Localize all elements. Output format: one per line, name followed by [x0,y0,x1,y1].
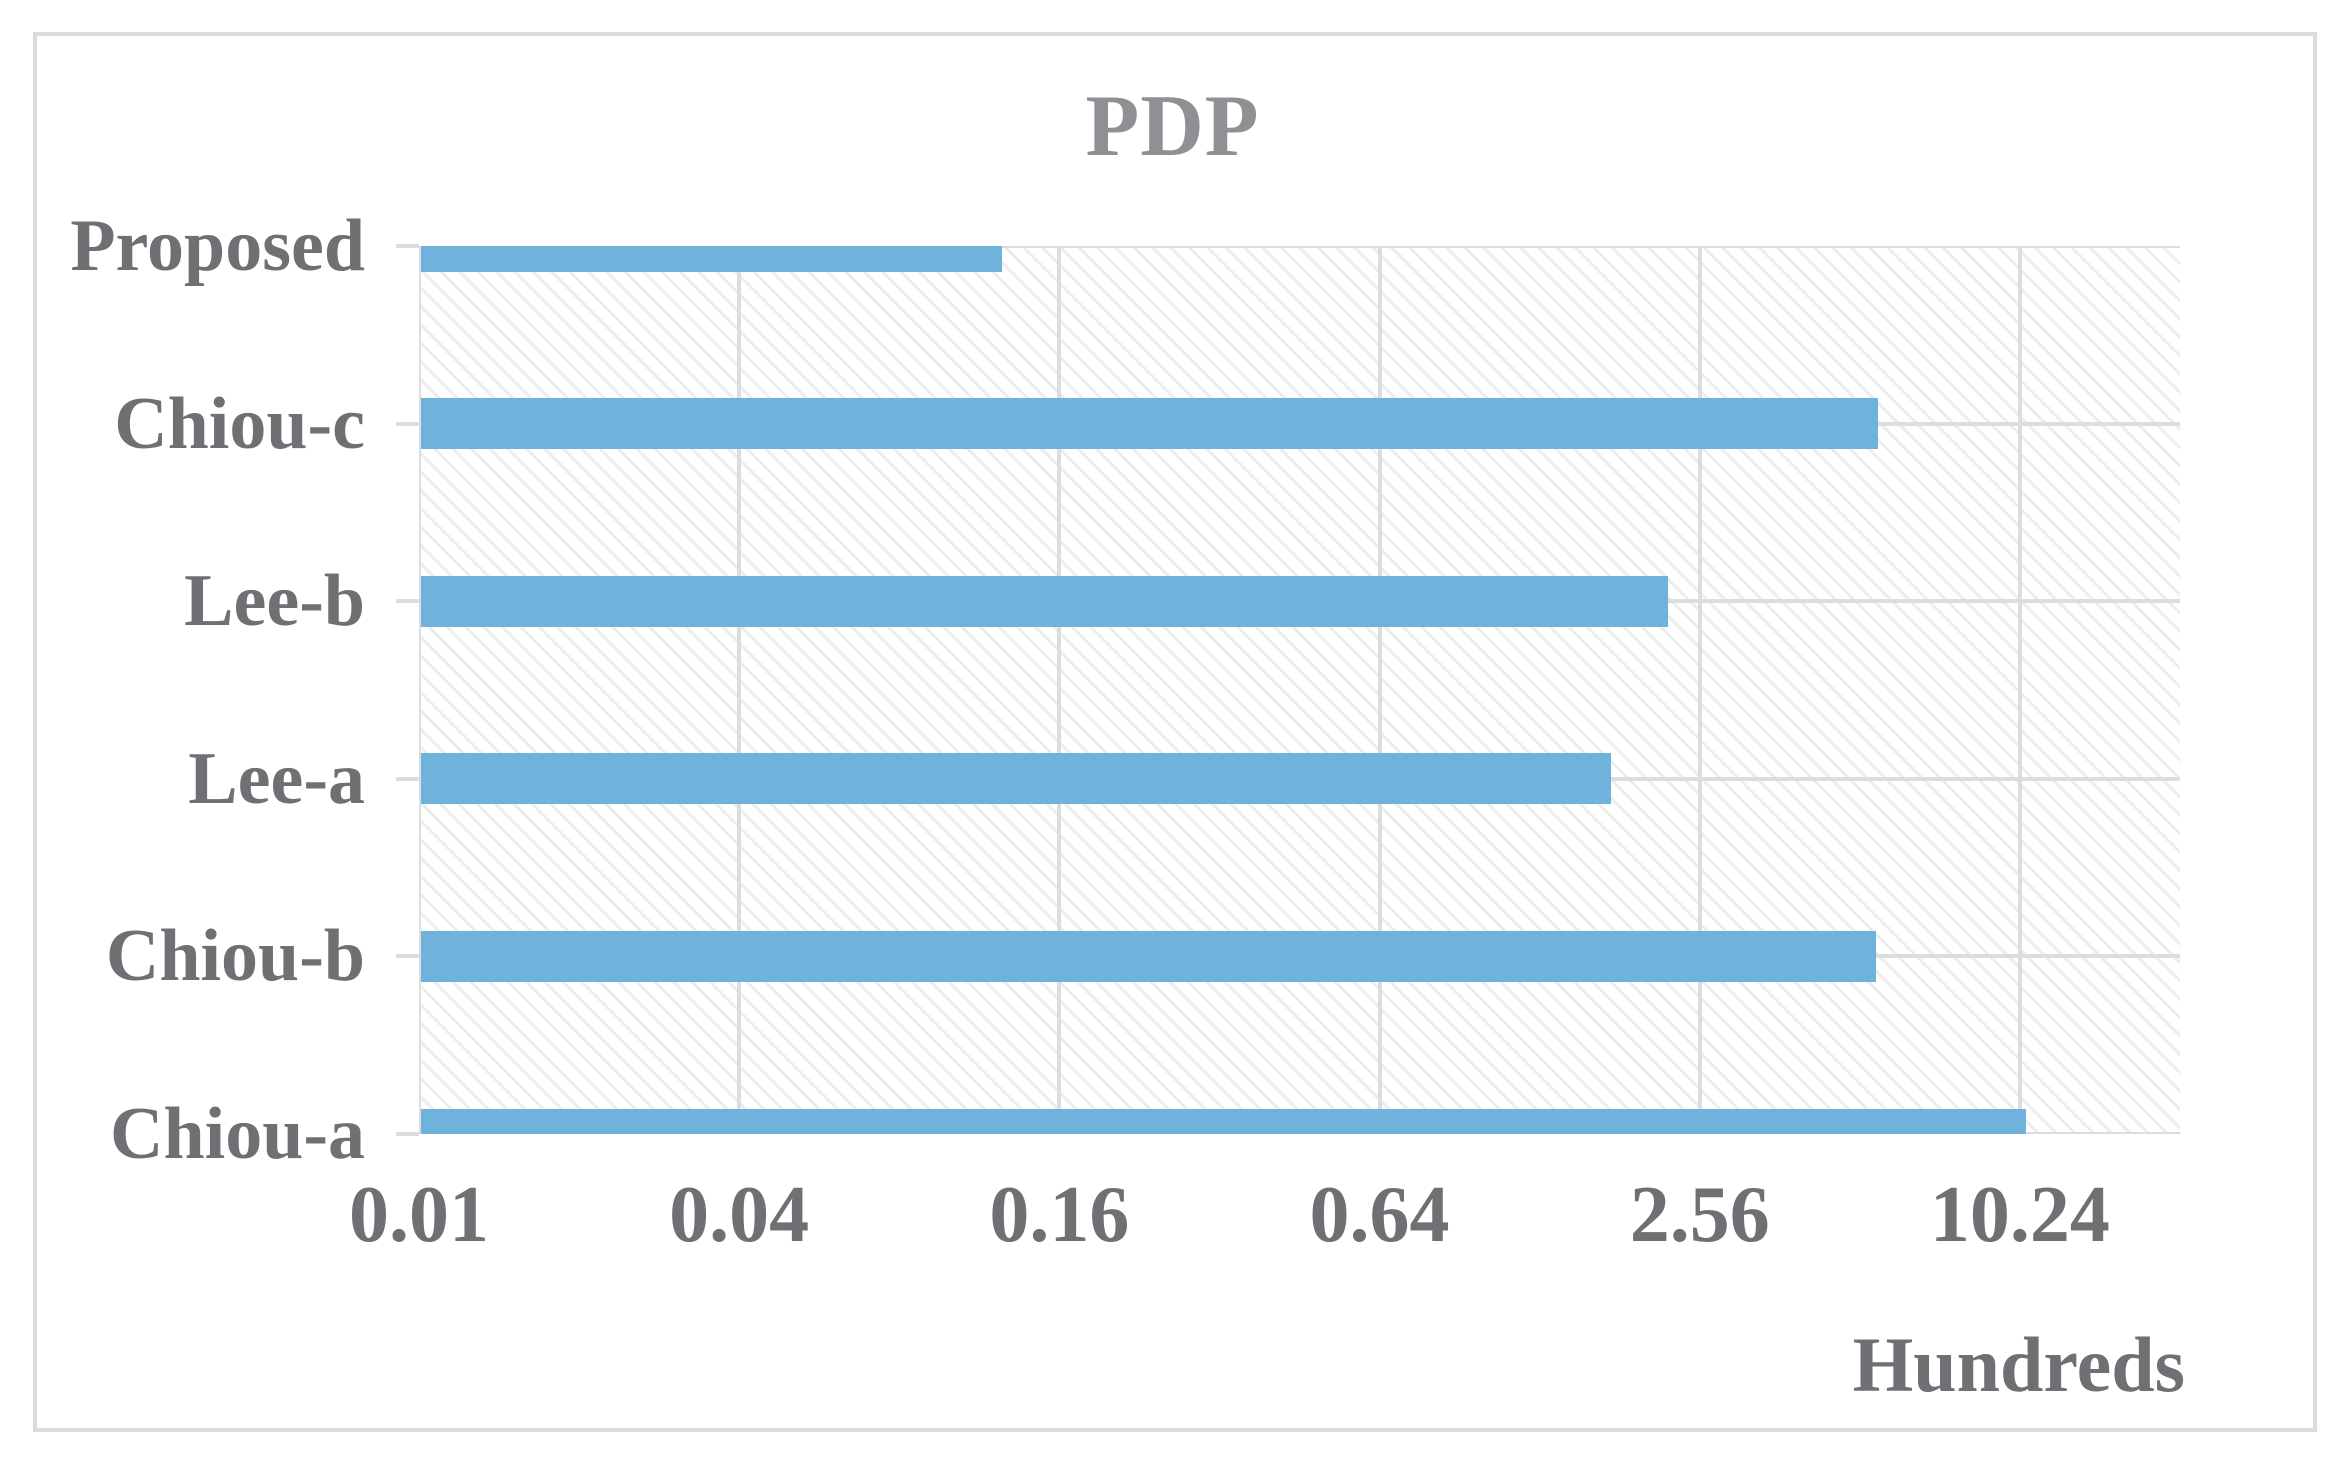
category-label-chiou-c: Chiou-c [114,382,365,465]
axis-unit-label: Hundreds [1852,1321,2185,1408]
chart-title: PDP [1085,78,1260,175]
gridline-x-0.04 [737,246,742,1134]
x-tick-label-0.16: 0.16 [989,1171,1130,1259]
y-axis-tick-proposed [396,244,419,248]
bar-chiou-b [421,930,1876,982]
bar-lee-b [421,575,1668,627]
category-label-chiou-a: Chiou-a [110,1093,365,1175]
gridline-row-proposed [419,246,2180,248]
x-tick-label-2.56: 2.56 [1629,1171,1770,1259]
gridline-x-2.56 [1697,246,1702,1134]
plot-area [419,246,2180,1134]
gridline-x-0.01 [419,246,421,1134]
bar-chiou-a [421,1108,2026,1134]
category-label-proposed: Proposed [70,205,365,287]
bar-chiou-c [421,398,1878,450]
y-axis-tick-chiou-a [396,1132,419,1136]
gridline-x-0.64 [1377,246,1382,1134]
category-label-chiou-b: Chiou-b [105,915,365,998]
gridline-x-0.16 [1057,246,1062,1134]
category-label-lee-a: Lee-a [188,737,365,820]
category-label-lee-b: Lee-b [184,560,365,643]
bar-proposed [421,246,1003,272]
y-axis-tick-chiou-b [396,954,419,959]
x-tick-label-0.04: 0.04 [669,1171,810,1259]
bar-lee-a [421,753,1611,805]
x-tick-label-0.64: 0.64 [1309,1171,1450,1259]
x-tick-label-0.01: 0.01 [349,1171,489,1259]
gridline-x-10.24 [2017,246,2022,1134]
x-tick-label-10.24: 10.24 [1929,1171,2110,1259]
y-axis-tick-lee-b [396,599,419,604]
y-axis-tick-lee-a [396,776,419,781]
y-axis-tick-chiou-c [396,421,419,426]
